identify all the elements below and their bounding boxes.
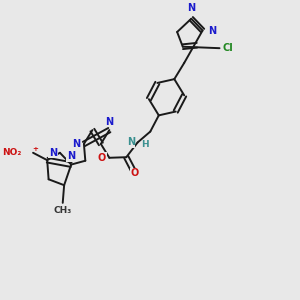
- Text: N: N: [67, 151, 75, 161]
- Text: H: H: [141, 140, 149, 149]
- Text: N: N: [187, 3, 195, 14]
- Text: NO₂: NO₂: [2, 148, 22, 157]
- Text: N: N: [49, 148, 57, 158]
- Text: +: +: [32, 146, 38, 152]
- Text: N: N: [127, 137, 135, 148]
- Text: N: N: [72, 139, 80, 149]
- Text: N: N: [208, 26, 216, 35]
- Text: Cl: Cl: [223, 43, 234, 53]
- Text: N: N: [105, 117, 113, 127]
- Text: O: O: [98, 153, 106, 163]
- Text: O: O: [130, 168, 139, 178]
- Text: CH₃: CH₃: [54, 206, 72, 215]
